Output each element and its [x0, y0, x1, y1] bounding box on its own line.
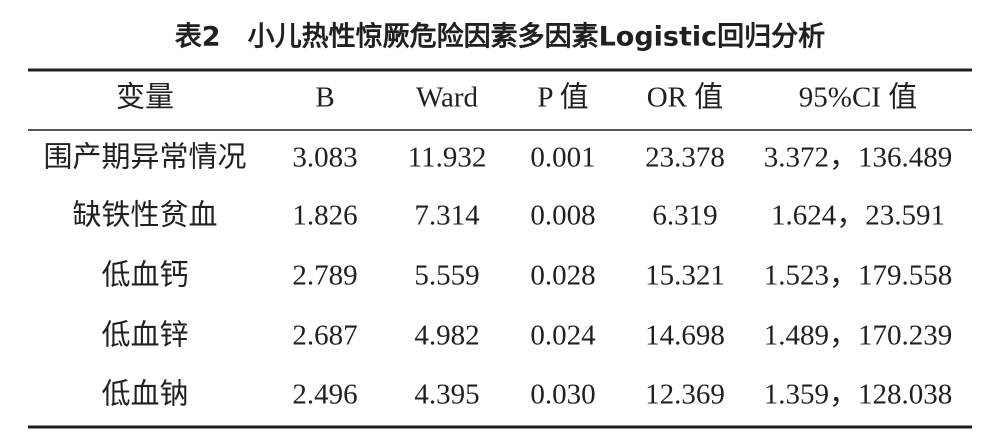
cell: 0.001	[530, 142, 595, 174]
cell: 11.932	[408, 142, 487, 174]
cell: 1.826	[292, 200, 357, 232]
header-cell: 95%CI 值	[799, 81, 917, 114]
cell: 2.789	[292, 260, 357, 292]
cell: 15.321	[645, 260, 725, 292]
cell: 0.008	[530, 200, 595, 232]
row-label: 低血钠	[101, 378, 188, 411]
cell: 3.372，136.489	[764, 142, 953, 174]
cell: 1.624，23.591	[771, 200, 945, 232]
cell: 1.489，170.239	[764, 320, 953, 352]
cell: 4.982	[414, 320, 479, 352]
cell: 2.496	[292, 379, 357, 411]
row-label: 缺铁性贫血	[72, 199, 217, 232]
table-title: 表2 小儿热性惊厥危险因素多因素Logistic回归分析	[175, 21, 825, 53]
cell: 1.359，128.038	[764, 379, 953, 411]
header-cell: P 值	[537, 81, 588, 114]
header-cell: Ward	[416, 82, 479, 114]
cell: 4.395	[414, 379, 479, 411]
row-label: 低血钙	[101, 259, 188, 292]
cell: 0.030	[530, 379, 595, 411]
cell: 0.024	[530, 320, 596, 352]
cell: 3.083	[292, 142, 357, 174]
cell: 2.687	[292, 320, 357, 352]
cell: 5.559	[414, 260, 479, 292]
row-label: 围产期异常情况	[43, 141, 246, 174]
header-cell: 变量	[116, 81, 174, 114]
row-label: 低血锌	[101, 319, 188, 352]
cell: 1.523，179.558	[764, 260, 953, 292]
cell: 7.314	[414, 200, 480, 232]
cell: 0.028	[530, 260, 595, 292]
header-cell: OR 值	[647, 81, 724, 114]
cell: 14.698	[645, 320, 725, 352]
cell: 6.319	[652, 200, 717, 232]
cell: 23.378	[645, 142, 725, 174]
header-cell: B	[315, 82, 334, 114]
cell: 12.369	[645, 379, 725, 411]
